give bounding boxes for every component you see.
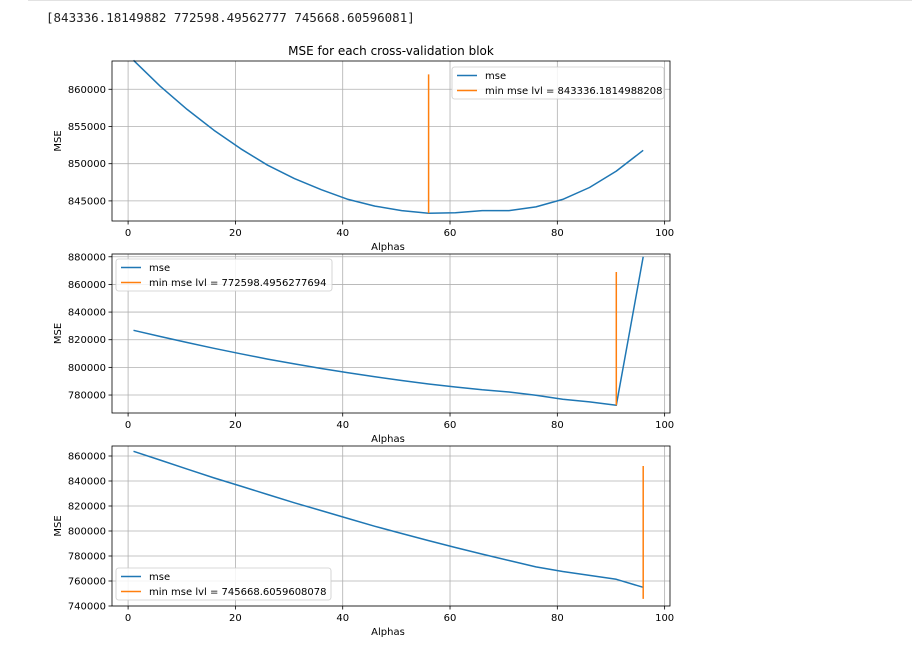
- y-axis-label: MSE: [53, 130, 64, 151]
- legend-box: [451, 66, 665, 100]
- legend: mse min mse lvl = 843336.1814988208: [451, 66, 665, 100]
- mse-line: [133, 450, 644, 589]
- y-tick-label: 820000: [68, 502, 106, 513]
- legend: mse min mse lvl = 745668.6059608078: [115, 567, 332, 601]
- x-tick-label: 60: [444, 228, 457, 239]
- x-axis-label: Alphas: [371, 627, 405, 638]
- chart-title: MSE for each cross-validation blok: [288, 44, 494, 58]
- x-tick-label: 40: [336, 228, 349, 239]
- x-tick-label: 0: [125, 613, 131, 624]
- chart-panel-2: 0 20 40 60 80 100 780000 800000 820000 840000 8600…: [53, 252, 674, 445]
- x-tick-label: 60: [444, 613, 457, 624]
- y-tick-label: 845000: [68, 196, 106, 207]
- legend-label-min: min mse lvl = 843336.1814988208: [485, 86, 663, 97]
- x-tick-label: 100: [655, 228, 674, 239]
- mse-line: [133, 256, 644, 407]
- cell-divider: [28, 0, 912, 1]
- y-tick-label: 860000: [68, 452, 106, 463]
- legend-label-mse: mse: [149, 572, 170, 583]
- axes-frame: [111, 445, 671, 607]
- legend-box: [115, 567, 332, 601]
- axes-frame: [111, 253, 671, 414]
- x-axis-label: Alphas: [371, 434, 405, 445]
- y-tick-label: 800000: [68, 363, 106, 374]
- legend-label-mse: mse: [149, 263, 170, 274]
- x-tick-label: 60: [444, 420, 457, 431]
- x-tick-label: 20: [229, 613, 242, 624]
- x-tick-label: 100: [655, 420, 674, 431]
- y-tick-label: 780000: [68, 552, 106, 563]
- y-tick-label: 820000: [68, 335, 106, 346]
- y-tick-label: 760000: [68, 577, 106, 588]
- y-tick-label: 840000: [68, 308, 106, 319]
- x-tick-label: 20: [229, 420, 242, 431]
- y-tick-label: 780000: [68, 391, 106, 402]
- x-tick-label: 80: [551, 613, 564, 624]
- x-tick-label: 80: [551, 228, 564, 239]
- y-tick-label: 880000: [68, 252, 106, 263]
- y-tick-label: 850000: [68, 159, 106, 170]
- x-tick-label: 0: [125, 228, 131, 239]
- x-axis-label: Alphas: [371, 242, 405, 253]
- y-tick-label: 840000: [68, 477, 106, 488]
- x-tick-label: 20: [229, 228, 242, 239]
- legend-label-mse: mse: [485, 71, 506, 82]
- mse-line: [132, 59, 644, 215]
- legend-label-min: min mse lvl = 745668.6059608078: [149, 587, 327, 598]
- y-axis-label: MSE: [53, 515, 64, 536]
- array-output-text: [843336.18149882 772598.49562777 745668.…: [46, 10, 415, 25]
- chart-panel-3: 0 20 40 60 80 100 740000 760000 780000 800000 8200…: [53, 445, 674, 638]
- x-tick-label: 0: [125, 420, 131, 431]
- chart-panel-1: 0 20 40 60 80 100 845000 850000 855000 860000 Alph…: [53, 44, 674, 253]
- y-tick-label: 860000: [68, 85, 106, 96]
- x-tick-label: 100: [655, 613, 674, 624]
- x-tick-label: 40: [336, 613, 349, 624]
- y-tick-label: 855000: [68, 122, 106, 133]
- x-tick-label: 80: [551, 420, 564, 431]
- y-tick-label: 860000: [68, 280, 106, 291]
- y-tick-label: 800000: [68, 527, 106, 538]
- legend: mse min mse lvl = 772598.4956277694: [115, 258, 333, 292]
- legend-label-min: min mse lvl = 772598.4956277694: [149, 278, 327, 289]
- x-tick-label: 40: [336, 420, 349, 431]
- y-axis-label: MSE: [53, 323, 64, 344]
- y-tick-label: 740000: [68, 602, 106, 613]
- axes-frame: [111, 60, 671, 222]
- legend-box: [115, 258, 333, 292]
